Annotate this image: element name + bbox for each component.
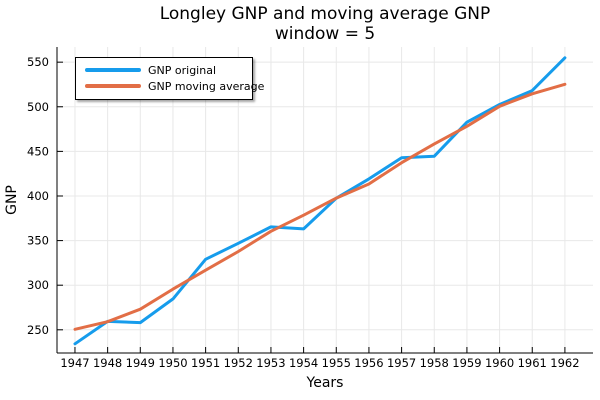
series-line-gnp-original [73,56,567,346]
legend-label: GNP moving average [148,79,265,93]
gridlines [57,47,593,353]
x-tick-label: 1953 [256,356,285,370]
chart-title: Longley GNP and moving average GNP windo… [50,4,600,44]
chart-title-line2: window = 5 [274,24,376,44]
legend-item-gnp-moving-average: GNP moving average [85,78,264,94]
y-axis-label: GNP [4,185,20,215]
x-tick-label: 1952 [224,356,253,370]
x-tick-label: 1958 [420,356,449,370]
x-tick-label: 1961 [518,356,547,370]
y-tick-label: 250 [27,323,49,337]
x-tick-label: 1955 [322,356,351,370]
y-tick-label: 450 [27,144,49,158]
y-tick-label: 400 [27,189,49,203]
chart-title-line1: Longley GNP and moving average GNP [159,4,491,24]
x-tick-label: 1959 [452,356,481,370]
x-axis-label: Years [306,375,344,391]
x-tick-label: 1950 [158,356,187,370]
x-tick-label: 1947 [60,356,89,370]
y-tick-label: 350 [27,234,49,248]
legend-item-gnp-original: GNP original [85,62,244,78]
legend-line-sample-blue [85,68,141,72]
tick-labels: 1947 1948 1949 1950 1951 1952 1953 1954 1955 1956… [27,55,580,370]
axes [56,47,593,354]
series-line-gnp-moving-average [73,82,567,331]
y-tick-label: 300 [27,278,49,292]
x-tick-label: 1960 [485,356,514,370]
legend-line-sample-orange [85,84,141,88]
x-tick-label: 1957 [387,356,416,370]
x-tick-label: 1956 [354,356,383,370]
legend: GNP original GNP moving average [75,57,264,100]
y-tick-label: 500 [27,100,49,114]
legend-label: GNP original [148,63,216,77]
y-tick-label: 550 [27,55,49,69]
series [73,56,567,346]
x-tick-label: 1948 [93,356,122,370]
x-tick-label: 1949 [126,356,155,370]
x-tick-label: 1951 [191,356,220,370]
x-tick-label: 1954 [289,356,318,370]
x-tick-label: 1962 [550,356,579,370]
